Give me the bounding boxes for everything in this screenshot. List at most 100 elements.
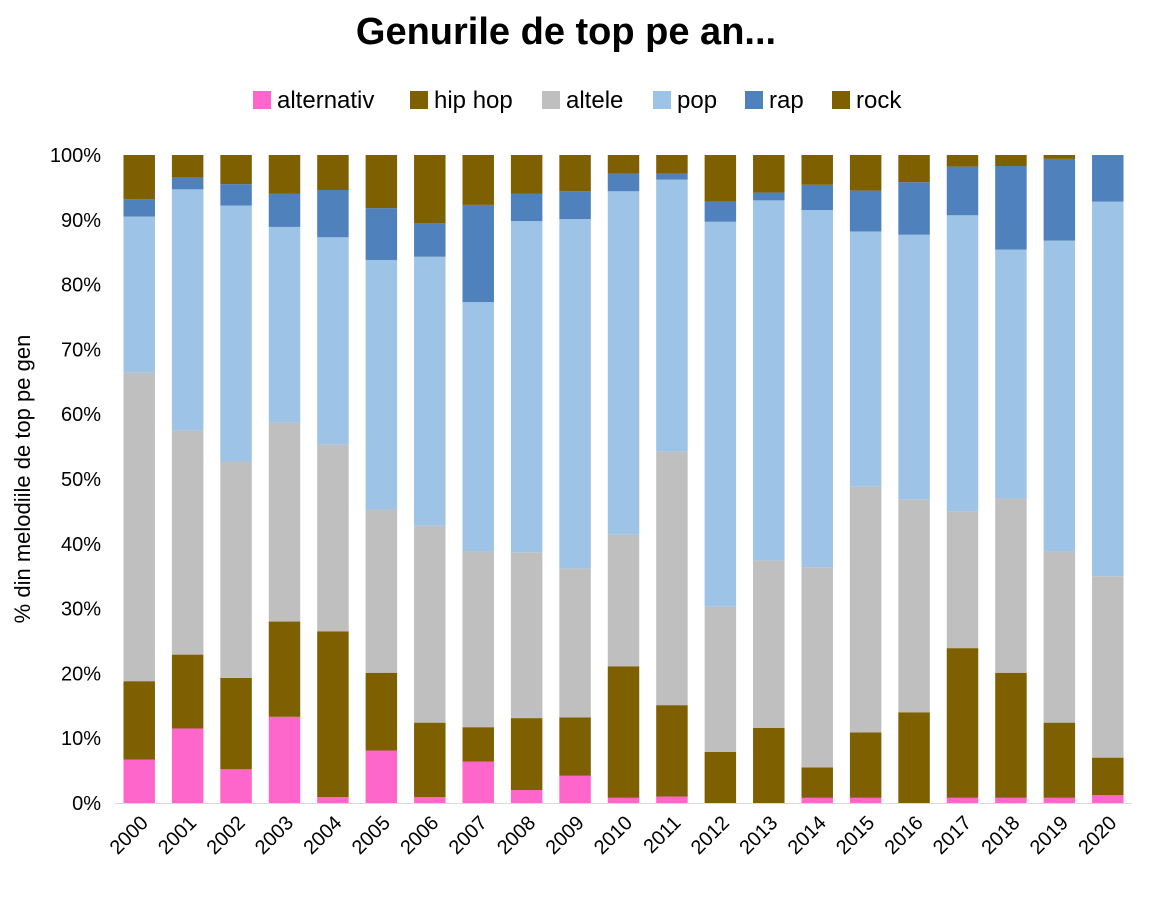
bar-segment-altele-2020 xyxy=(1092,576,1124,758)
legend-swatch-alternativ xyxy=(253,91,271,109)
bar-segment-rap-2001 xyxy=(171,177,204,190)
bar-segment-pop-2002 xyxy=(220,205,252,462)
x-tick-label: 2015 xyxy=(832,812,879,859)
x-tick-label: 2018 xyxy=(977,812,1024,859)
bar-segment-rock-2017 xyxy=(946,155,979,167)
bar-segment-hip-hop-2014 xyxy=(801,767,833,798)
bar-segment-rock-2015 xyxy=(849,155,882,191)
bar-segment-pop-2020 xyxy=(1092,201,1124,577)
bar-segment-hip-hop-2017 xyxy=(946,648,979,798)
legend-swatch-rock xyxy=(832,91,850,109)
bar-segment-hip-hop-2003 xyxy=(268,621,301,717)
bar-segment-pop-2008 xyxy=(510,221,543,553)
bar-segment-alternativ-2019 xyxy=(1043,797,1076,803)
bar-segment-rap-2018 xyxy=(995,166,1027,250)
bar-segment-rap-2013 xyxy=(753,192,785,201)
bar-segment-rap-2003 xyxy=(268,193,301,227)
bar-segment-hip-hop-2020 xyxy=(1092,757,1124,796)
chart-title: Genurile de top pe an... xyxy=(356,11,776,53)
y-tick-label: 90% xyxy=(61,210,101,232)
bar-segment-altele-2000 xyxy=(123,372,155,682)
bar-segment-hip-hop-2008 xyxy=(510,718,543,791)
bar-segment-hip-hop-2006 xyxy=(414,722,446,798)
bar-segment-altele-2007 xyxy=(462,551,494,728)
bar-segment-altele-2015 xyxy=(849,486,882,733)
bar-segment-hip-hop-2019 xyxy=(1043,722,1076,798)
bar-segment-rock-2014 xyxy=(801,155,833,185)
bar-segment-rock-2018 xyxy=(995,155,1027,167)
bar-stack-2017 xyxy=(946,155,979,803)
bar-segment-hip-hop-2012 xyxy=(704,751,737,803)
bar-segment-rock-2009 xyxy=(559,155,591,192)
bar-stack-2016 xyxy=(898,155,930,803)
bar-segment-rap-2014 xyxy=(801,184,833,211)
bar-stack-2003 xyxy=(268,155,301,803)
bar-stack-2020 xyxy=(1092,155,1124,803)
bar-segment-altele-2018 xyxy=(995,498,1027,673)
bar-stack-2010 xyxy=(607,155,640,803)
bar-segment-rock-2011 xyxy=(656,155,688,174)
bar-segment-rap-2008 xyxy=(510,193,543,222)
bar-segment-alternativ-2004 xyxy=(317,797,349,803)
bar-segment-alternativ-2005 xyxy=(365,750,398,803)
bars xyxy=(123,155,1124,803)
bar-segment-rap-2020 xyxy=(1092,155,1124,202)
bar-segment-rap-2019 xyxy=(1043,158,1076,241)
bar-segment-pop-2000 xyxy=(123,216,155,373)
bar-segment-altele-2003 xyxy=(268,422,301,622)
bar-segment-altele-2001 xyxy=(171,430,204,655)
bar-stack-2018 xyxy=(995,155,1027,803)
bar-segment-hip-hop-2010 xyxy=(607,666,640,798)
bar-segment-hip-hop-2005 xyxy=(365,672,398,751)
x-tick-label: 2002 xyxy=(203,812,250,859)
x-axis: 2000 2001 2002 2003 2004 2005 2006 2007 2008 2009… xyxy=(106,803,1132,859)
bar-segment-rap-2010 xyxy=(607,173,640,192)
bar-segment-hip-hop-2000 xyxy=(123,681,155,760)
x-tick-label: 2016 xyxy=(881,812,928,859)
bar-segment-rock-2019 xyxy=(1043,155,1076,159)
x-tick-label: 2009 xyxy=(542,812,589,859)
bar-segment-hip-hop-2015 xyxy=(849,732,882,798)
x-tick-label: 2017 xyxy=(929,812,976,859)
bar-segment-pop-2005 xyxy=(365,259,398,510)
bar-segment-rock-2010 xyxy=(607,155,640,174)
bar-segment-rock-2006 xyxy=(414,155,446,224)
x-tick-label: 2011 xyxy=(639,812,685,858)
bar-segment-pop-2001 xyxy=(171,189,204,431)
bar-stack-2014 xyxy=(801,155,833,803)
bar-segment-rock-2004 xyxy=(317,155,349,190)
bar-stack-2001 xyxy=(171,155,204,803)
legend-label-rap: rap xyxy=(769,87,804,114)
bar-segment-rap-2000 xyxy=(123,199,155,217)
bar-stack-2007 xyxy=(462,155,494,803)
x-tick-label: 2006 xyxy=(396,812,443,859)
bar-segment-altele-2002 xyxy=(220,461,252,678)
bar-segment-hip-hop-2007 xyxy=(462,727,494,762)
x-tick-label: 2008 xyxy=(493,812,540,859)
bar-segment-rock-2013 xyxy=(753,155,785,193)
bar-stack-2012 xyxy=(704,155,737,803)
bar-segment-alternativ-2017 xyxy=(946,797,979,803)
bar-segment-rap-2016 xyxy=(898,182,930,235)
bar-segment-rap-2007 xyxy=(462,204,494,303)
bar-segment-altele-2008 xyxy=(510,552,543,719)
bar-stack-2006 xyxy=(414,155,446,803)
bar-segment-rap-2002 xyxy=(220,184,252,206)
bar-segment-pop-2004 xyxy=(317,237,349,445)
bar-segment-altele-2014 xyxy=(801,567,833,768)
bar-segment-rock-2002 xyxy=(220,155,252,185)
bar-segment-alternativ-2010 xyxy=(607,797,640,803)
bar-segment-alternativ-2009 xyxy=(559,775,591,803)
legend-label-altele: altele xyxy=(566,87,623,114)
y-tick-label: 20% xyxy=(61,663,101,685)
bar-stack-2002 xyxy=(220,155,252,803)
y-tick-label: 70% xyxy=(61,339,101,361)
bar-segment-rap-2005 xyxy=(365,208,398,260)
bar-segment-altele-2011 xyxy=(656,451,688,706)
bar-segment-rock-2000 xyxy=(123,155,155,200)
bar-segment-alternativ-2001 xyxy=(171,728,204,803)
legend-swatch-hip-hop xyxy=(410,91,428,109)
bar-segment-alternativ-2006 xyxy=(414,797,446,803)
bar-segment-altele-2006 xyxy=(414,525,446,723)
y-tick-label: 100% xyxy=(50,145,101,167)
